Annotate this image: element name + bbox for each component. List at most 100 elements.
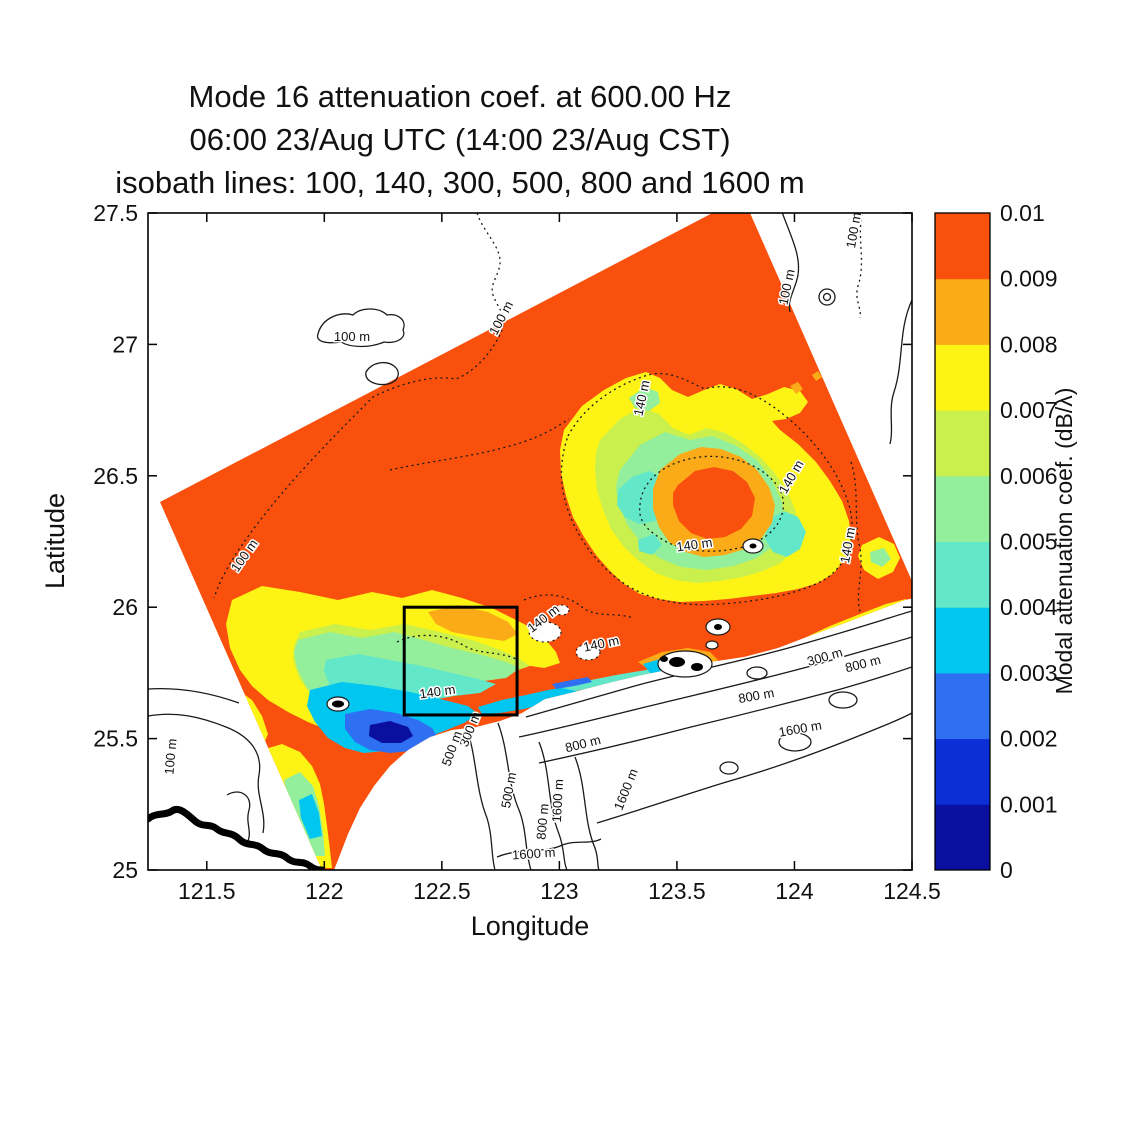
- colorbar-band: [935, 344, 990, 411]
- island: [714, 624, 722, 630]
- attenuation-region: [638, 534, 662, 555]
- isobath-label: 1600 m: [549, 779, 566, 823]
- attenuation-region: [812, 371, 822, 381]
- isobath-contour: [818, 288, 836, 306]
- attenuation-region: [344, 605, 362, 617]
- y-tick-label: 27: [112, 331, 138, 357]
- plot-frame: [147, 212, 913, 871]
- colorbar-tick-label: 0.01: [1000, 200, 1045, 226]
- attenuation-region: [378, 598, 395, 610]
- attenuation-region: [299, 794, 322, 839]
- colorbar-tick-label: 0.002: [1000, 726, 1058, 752]
- islands: [326, 538, 764, 712]
- x-tick-label: 123.5: [648, 878, 706, 904]
- axes: 121.5 122 122.5 123 123.5 124 124.5 25 25.5 26 26.…: [93, 200, 941, 904]
- isobath-contour: [396, 634, 517, 660]
- y-axis-label: Latitude: [40, 493, 70, 589]
- masked-area: [575, 643, 601, 661]
- island: [749, 543, 757, 549]
- colorbar-band: [935, 804, 990, 871]
- overlay: [402, 605, 519, 717]
- colorbar-band: [935, 213, 990, 280]
- island: [691, 663, 703, 671]
- chart-title-line1: Mode 16 attenuation coef. at 600.00 Hz: [189, 79, 732, 114]
- isobath-label: 300 m: [805, 644, 844, 668]
- attenuation-patches: [226, 371, 907, 868]
- chart-title-line2: 06:00 23/Aug UTC (14:00 23/Aug CST): [189, 122, 730, 157]
- isobath-label: 800 m: [564, 732, 603, 755]
- attenuation-region: [478, 687, 578, 714]
- y-tick-label: 25: [112, 857, 138, 883]
- isobath-label: 500 m: [439, 729, 465, 768]
- attenuation-region: [790, 382, 803, 394]
- isobath-contour: [596, 712, 912, 824]
- masked-area: [528, 621, 562, 643]
- isobath-contours: [148, 213, 912, 870]
- y-tick-label: 25.5: [93, 726, 138, 752]
- colorbar-band: [935, 410, 990, 477]
- isobath-label: 100 m: [843, 211, 864, 249]
- isobath-contour: [889, 299, 912, 445]
- isobath-contour: [719, 761, 739, 775]
- isobath-contour: [828, 691, 858, 709]
- attenuation-region: [870, 548, 891, 567]
- colorbar-tick-label: 0: [1000, 857, 1013, 883]
- colorbar-tick-label: 0.009: [1000, 266, 1058, 292]
- x-tick-label: 124.5: [883, 878, 941, 904]
- colorbar-tick-label: 0.004: [1000, 594, 1058, 620]
- isobath-contour: [778, 732, 812, 752]
- isobath-contour: [148, 687, 240, 704]
- attenuation-region: [673, 467, 755, 539]
- isobath-contour: [148, 713, 265, 834]
- island-mask: [657, 650, 713, 678]
- colorbar-band: [935, 278, 990, 345]
- x-axis-label: Longitude: [471, 911, 590, 941]
- isobath-label: 1600 m: [512, 845, 556, 863]
- colorbar-tick-label: 0.007: [1000, 397, 1058, 423]
- x-tick-label: 121.5: [178, 878, 236, 904]
- chart-title-line3: isobath lines: 100, 140, 300, 500, 800 a…: [115, 165, 804, 200]
- isobath-contour: [465, 726, 496, 870]
- masked-area: [554, 604, 570, 616]
- attenuation-region: [369, 721, 413, 743]
- isobath-contours-dotted: [213, 213, 862, 660]
- isobath-contour: [316, 308, 405, 348]
- colorbar-band: [935, 475, 990, 542]
- colorbar-frame: [934, 212, 991, 871]
- colorbar-tick-label: 0.003: [1000, 660, 1058, 686]
- island: [332, 700, 344, 708]
- x-tick-label: 123: [540, 878, 578, 904]
- isobath-contour: [525, 610, 912, 718]
- isobath-contour: [518, 636, 912, 738]
- y-tick-label: 27.5: [93, 200, 138, 226]
- isobath-label: 140 m: [418, 682, 456, 702]
- colorbar-tick-label: 0.005: [1000, 529, 1058, 555]
- isobath-contour: [746, 666, 768, 680]
- map-area: [160, 213, 912, 870]
- colorbar-band: [935, 541, 990, 608]
- isobath-contour: [560, 372, 853, 606]
- attenuation-region: [765, 511, 806, 557]
- isobath-contour: [496, 838, 602, 858]
- isobath-label: 1600 m: [778, 717, 823, 739]
- x-tick-label: 122: [305, 878, 343, 904]
- colorbar-tick-label: 0.008: [1000, 331, 1058, 357]
- isobath-contour: [226, 791, 251, 844]
- attenuation-region: [428, 605, 518, 641]
- isobath-label: 100 m: [161, 738, 179, 775]
- x-tick-label: 122.5: [413, 878, 471, 904]
- x-tick-label: 124: [775, 878, 814, 904]
- colorbar-band: [935, 607, 990, 674]
- colorbar-label: Modal attenuation coef. (dB/λ): [1051, 388, 1077, 695]
- attenuation-region: [552, 677, 592, 689]
- island: [669, 657, 685, 667]
- isobath-contour: [781, 213, 800, 313]
- attenuation-region: [629, 387, 660, 411]
- y-tick-label: 26: [112, 594, 138, 620]
- colorbar-tick-label: 0.001: [1000, 791, 1058, 817]
- isobath-label: 100 m: [334, 329, 370, 344]
- colorbar-tick-label: 0.006: [1000, 463, 1058, 489]
- isobath-contour: [574, 756, 600, 870]
- isobath-contour: [389, 418, 570, 471]
